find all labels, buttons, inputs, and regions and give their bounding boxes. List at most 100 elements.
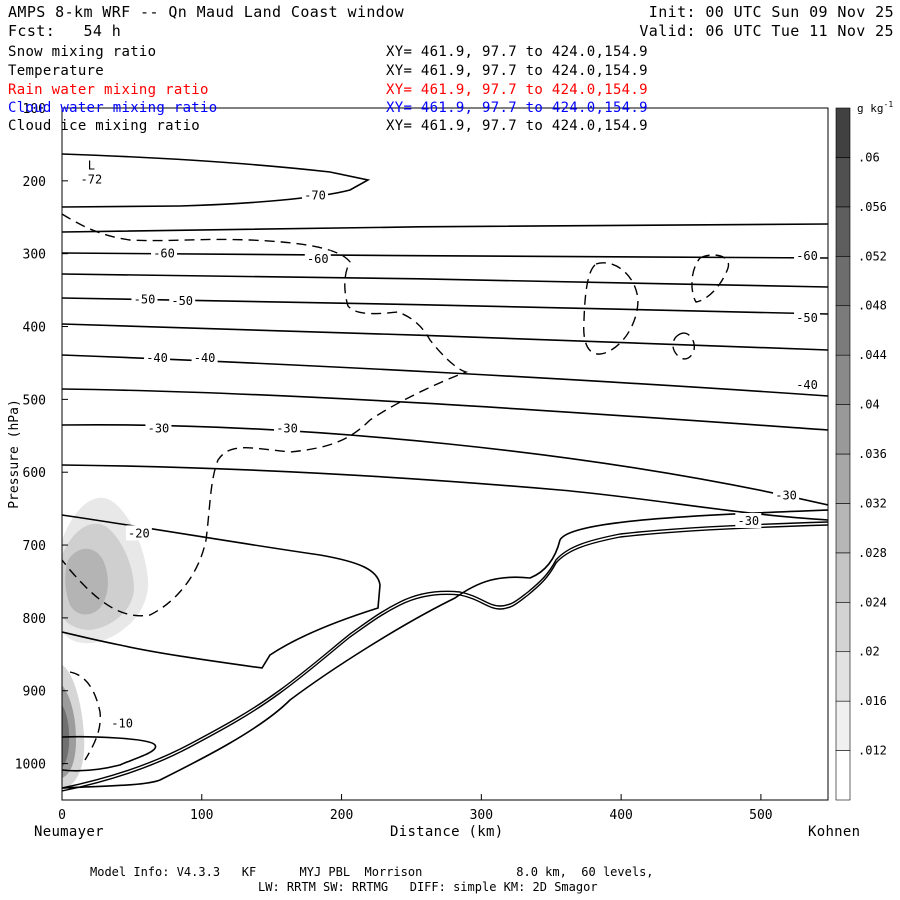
y-tick-label: 900 [23,685,46,700]
colorbar-label: .028 [858,546,887,560]
contour-label-bg [131,291,158,307]
colorbar-unit: g kg-1 [857,100,893,115]
ice-contour-blob-2 [691,254,730,303]
contour-minus-40-b [62,388,828,431]
field-name-cloud-ice: Cloud ice mixing ratio [8,118,201,134]
contour-labels: -70 -60 -60 -60 -50 -50 -50 -40 -40 -40 -30 -30 -30 -… [81,159,821,731]
contour-warm-base [62,509,828,789]
field-xy-temperature: XY= 461.9, 97.7 to 424.0,154.9 [386,63,648,79]
y-axis-ticks: 100 200 300 400 500 600 700 800 900 1000 [15,102,68,773]
contour-label: -30 [148,422,170,436]
contour-label-bg [169,293,196,309]
contour-label-bg [144,349,171,365]
field-name-snow: Snow mixing ratio [8,44,157,60]
colorbar-label: .036 [858,447,887,461]
field-name-rain: Rain water mixing ratio [8,82,209,98]
contour-label-bg [794,247,821,263]
colorbar-label: .016 [858,694,887,708]
contour-label-bg [145,420,172,436]
contour-label: -20 [128,526,150,540]
colorbar-label: .06 [858,150,880,164]
snow-shade-lower-core [62,705,70,767]
contour-minus-40-a [62,354,828,397]
snow-shade-upper-core [65,548,108,615]
x-tick-label: 200 [330,808,353,823]
contour-label-bg [304,250,331,266]
x-tick-label: 400 [609,808,632,823]
colorbar-swatch [835,107,851,158]
colorbar-swatch [835,305,851,356]
colorbar-swatch [835,601,851,653]
colorbar-label: .052 [858,249,887,263]
colorbar-swatch [835,651,851,702]
ice-contours [62,213,730,761]
colorbar-label: .044 [858,348,887,362]
colorbar-label: .04 [858,398,880,412]
left-station-label: Neumayer [34,824,104,840]
contour-label: -30 [276,422,298,436]
field-name-temperature: Temperature [8,63,105,79]
x-axis-ticks: 0 100 200 300 400 500 [58,794,773,823]
contour-minus-30-b [62,464,828,521]
contour-minus-70-a [62,223,828,233]
y-tick-label: 200 [23,175,46,190]
low-center-value: -72 [81,173,103,187]
colorbar-label: .012 [858,744,887,758]
contour-label-bg [794,309,821,325]
colorbar: .012 .016 .02 .024 .028 .032 .036 .04 .044 .048 .0… [835,100,893,801]
y-axis-label: Pressure (hPa) [7,399,22,509]
y-tick-label: 500 [23,393,46,408]
field-xy-rain: XY= 461.9, 97.7 to 424.0,154.9 [386,82,648,98]
y-tick-label: 800 [23,612,46,627]
x-tick-label: 0 [58,808,66,823]
contour-label: -50 [134,293,156,307]
contour-label-bg [151,245,178,261]
ice-contour-blob-1 [583,262,639,355]
y-tick-label: 300 [23,248,46,263]
colorbar-swatch [835,453,851,504]
plot-frame [61,107,829,801]
terrain-line-1 [62,521,828,789]
contour-label-bg [125,525,152,541]
contour-label: -30 [775,489,797,503]
ice-contour-low [69,671,101,761]
contour-label: -40 [796,378,818,392]
colorbar-swatch [835,503,851,554]
field-name-cloud-water: Cloud water mixing ratio [8,100,218,116]
right-station-label: Kohnen [808,824,861,840]
field-xy-snow: XY= 461.9, 97.7 to 424.0,154.9 [386,44,648,60]
colorbar-swatch [835,404,851,455]
contour-label: -40 [194,351,216,365]
contour-label: -40 [146,351,168,365]
colorbar-label: .032 [858,496,887,510]
contour-label: -60 [307,252,329,266]
contour-minus-72 [62,153,371,208]
y-tick-label: 100 [23,102,46,117]
contour-minus-20 [62,514,381,669]
colorbar-swatch [835,750,851,801]
colorbar-swatch [835,157,851,208]
y-tick-label: 1000 [15,758,46,773]
x-axis-label: Distance (km) [390,824,504,840]
contour-minus-10 [62,735,157,772]
contour-label: -70 [304,188,326,202]
snow-shading [62,497,149,790]
colorbar-swatch [835,354,851,405]
ice-contour-blob-3 [672,332,695,360]
x-tick-label: 300 [470,808,493,823]
contour-label: -60 [153,247,175,261]
colorbar-swatch [835,700,851,751]
colorbar-label: .024 [858,595,887,609]
forecast-hour: Fcst: 54 h [8,22,122,40]
colorbar-label: .056 [858,200,887,214]
low-center-letter: L [88,159,95,173]
colorbar-swatch [835,255,851,307]
contour-label: -30 [737,514,759,528]
contour-label-bg [794,376,821,392]
colorbar-swatch [835,206,851,257]
x-tick-label: 100 [190,808,213,823]
terrain-line-2 [62,524,828,792]
contour-label-bg [109,715,136,731]
contour-minus-50-a [62,297,828,315]
